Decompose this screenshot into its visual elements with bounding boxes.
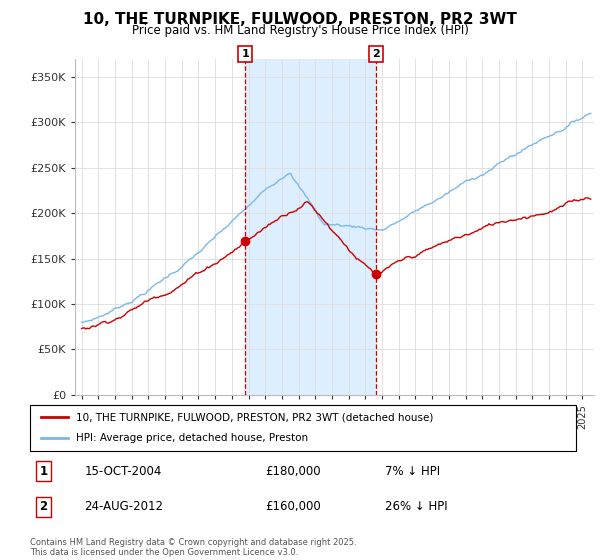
- Text: HPI: Average price, detached house, Preston: HPI: Average price, detached house, Pres…: [76, 433, 308, 444]
- Text: 15-OCT-2004: 15-OCT-2004: [85, 465, 162, 478]
- FancyBboxPatch shape: [30, 405, 576, 451]
- Text: 10, THE TURNPIKE, FULWOOD, PRESTON, PR2 3WT (detached house): 10, THE TURNPIKE, FULWOOD, PRESTON, PR2 …: [76, 412, 434, 422]
- Text: 2: 2: [373, 49, 380, 59]
- Text: 7% ↓ HPI: 7% ↓ HPI: [385, 465, 440, 478]
- Text: 1: 1: [241, 49, 249, 59]
- Text: £180,000: £180,000: [265, 465, 320, 478]
- Text: 2: 2: [40, 500, 48, 514]
- Text: 10, THE TURNPIKE, FULWOOD, PRESTON, PR2 3WT: 10, THE TURNPIKE, FULWOOD, PRESTON, PR2 …: [83, 12, 517, 27]
- Text: 26% ↓ HPI: 26% ↓ HPI: [385, 500, 448, 514]
- Text: 1: 1: [40, 465, 48, 478]
- Text: Contains HM Land Registry data © Crown copyright and database right 2025.
This d: Contains HM Land Registry data © Crown c…: [30, 538, 356, 557]
- Text: £160,000: £160,000: [265, 500, 320, 514]
- Text: 24-AUG-2012: 24-AUG-2012: [85, 500, 164, 514]
- Bar: [245, 59, 376, 395]
- Text: Price paid vs. HM Land Registry's House Price Index (HPI): Price paid vs. HM Land Registry's House …: [131, 24, 469, 36]
